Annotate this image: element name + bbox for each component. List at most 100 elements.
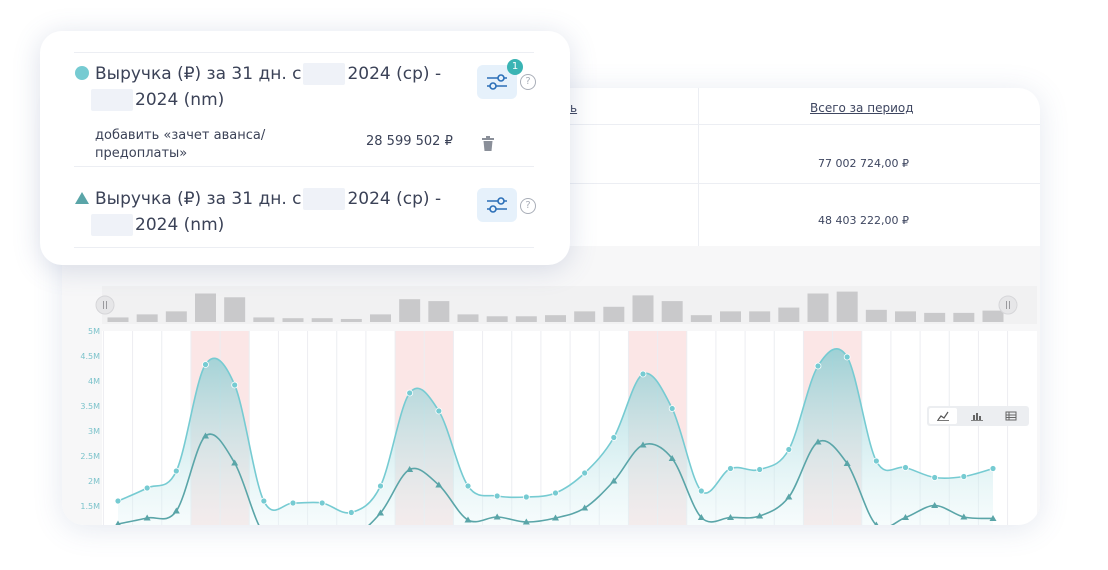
navigator-bar — [924, 312, 946, 322]
data-point-circle — [581, 469, 589, 477]
bar-view-button[interactable] — [963, 408, 991, 424]
data-point-circle — [493, 492, 501, 500]
navigator-bar — [661, 301, 683, 322]
report-panel: ь Всего за период 77 002 724,00 ₽ 48 403… — [62, 88, 1040, 525]
data-point-circle — [377, 482, 384, 490]
series-area — [118, 348, 993, 525]
table-icon — [1005, 411, 1017, 421]
data-point-triangle — [115, 520, 121, 525]
data-point-circle — [843, 353, 851, 361]
metric-title-text: 2024 (ср) - — [347, 64, 442, 84]
metrics-popup: Выручка (₽) за 31 дн. с 2024 (ср) - 2024 … — [40, 31, 570, 265]
data-point-triangle — [668, 455, 676, 461]
data-point-triangle — [843, 460, 851, 466]
data-point-circle — [785, 446, 793, 453]
data-point-circle — [902, 464, 909, 471]
navigator-bar — [311, 318, 333, 322]
data-point-triangle — [610, 477, 618, 484]
data-point-circle — [143, 484, 151, 492]
popup-divider — [74, 166, 534, 167]
navigator-bar — [136, 314, 158, 322]
table-divider — [698, 88, 699, 246]
navigator-bar — [982, 310, 1004, 322]
metric-title-text: Выручка (₽) за 31 дн. с — [95, 189, 302, 209]
metric-title-text: 2024 (nm) — [135, 215, 225, 235]
data-point-triangle — [377, 509, 384, 516]
data-point-triangle — [989, 515, 997, 521]
navigator-bar — [253, 317, 275, 322]
navigator-bar — [953, 312, 975, 322]
y-tick-label: 3M — [88, 427, 100, 436]
data-point-circle — [756, 466, 764, 473]
navigator-bar — [195, 293, 216, 322]
metric-title-text: 2024 (ср) - — [347, 189, 442, 209]
data-point-circle — [960, 473, 968, 480]
data-point-circle — [931, 474, 939, 481]
y-tick-label: 3.5M — [80, 402, 100, 411]
data-point-triangle — [522, 518, 530, 525]
column-header-total[interactable]: Всего за период — [810, 101, 914, 115]
bar-chart-icon — [971, 413, 983, 421]
filter-count-badge: 1 — [507, 59, 523, 75]
metric-title-1: Выручка (₽) за 31 дн. с 2024 (ср) - 2024 … — [91, 61, 455, 113]
series-circle-marker — [75, 66, 89, 80]
navigator-bar — [224, 297, 246, 322]
navigator-bar — [486, 316, 508, 322]
navigator-bar — [545, 315, 566, 322]
date-placeholder — [91, 214, 133, 236]
navigator-bar — [865, 309, 887, 322]
navigator-bar — [778, 307, 800, 322]
column-header-partial[interactable]: ь — [570, 101, 578, 115]
data-point-circle — [289, 499, 297, 507]
date-placeholder — [303, 63, 346, 85]
y-tick-label: 4M — [88, 377, 100, 386]
table-view-button[interactable] — [997, 408, 1025, 424]
data-point-triangle — [552, 514, 559, 521]
y-tick-label: 1.5M — [80, 502, 100, 511]
navigator-bar — [895, 311, 916, 322]
data-point-circle — [989, 465, 997, 472]
data-point-circle — [639, 370, 647, 378]
data-point-circle — [522, 493, 530, 501]
data-point-triangle — [727, 514, 734, 520]
data-point-circle — [697, 487, 705, 495]
data-point-circle — [231, 381, 239, 389]
data-point-triangle — [231, 459, 239, 466]
navigator-bar — [690, 315, 712, 322]
help-icon[interactable]: ? — [520, 198, 536, 214]
navigator-bar — [282, 318, 304, 322]
navigator-right-handle[interactable] — [998, 295, 1018, 315]
data-point-triangle — [785, 493, 793, 500]
help-icon[interactable]: ? — [520, 74, 536, 90]
data-point-triangle — [639, 441, 647, 448]
trash-icon — [482, 136, 494, 151]
data-point-circle — [114, 497, 122, 505]
y-tick-label: 5M — [88, 327, 100, 336]
data-point-triangle — [464, 516, 472, 523]
data-point-triangle — [697, 514, 705, 520]
delete-button[interactable] — [481, 136, 495, 156]
data-point-triangle — [902, 514, 909, 520]
total-value-2: 48 403 222,00 ₽ — [818, 214, 909, 227]
data-point-triangle — [874, 521, 879, 525]
data-point-triangle — [406, 466, 414, 472]
line-view-button[interactable] — [929, 408, 957, 424]
filter-item-value: 28 599 502 ₽ — [366, 134, 453, 149]
y-tick-label: 2M — [88, 477, 100, 486]
data-point-triangle — [931, 502, 939, 508]
data-point-circle — [347, 509, 355, 516]
navigator-bar — [632, 295, 654, 322]
navigator-bar — [428, 301, 450, 322]
data-point-triangle — [172, 507, 180, 514]
data-point-triangle — [143, 514, 151, 521]
filter-button-2[interactable] — [477, 188, 517, 222]
metric-title-text: Выручка (₽) за 31 дн. с — [95, 64, 302, 84]
data-point-circle — [610, 434, 618, 441]
data-point-triangle — [493, 513, 501, 520]
data-point-triangle — [960, 513, 968, 520]
filter-sliders-icon — [487, 197, 507, 213]
navigator-left-handle[interactable] — [95, 295, 115, 315]
data-point-triangle — [814, 438, 822, 445]
